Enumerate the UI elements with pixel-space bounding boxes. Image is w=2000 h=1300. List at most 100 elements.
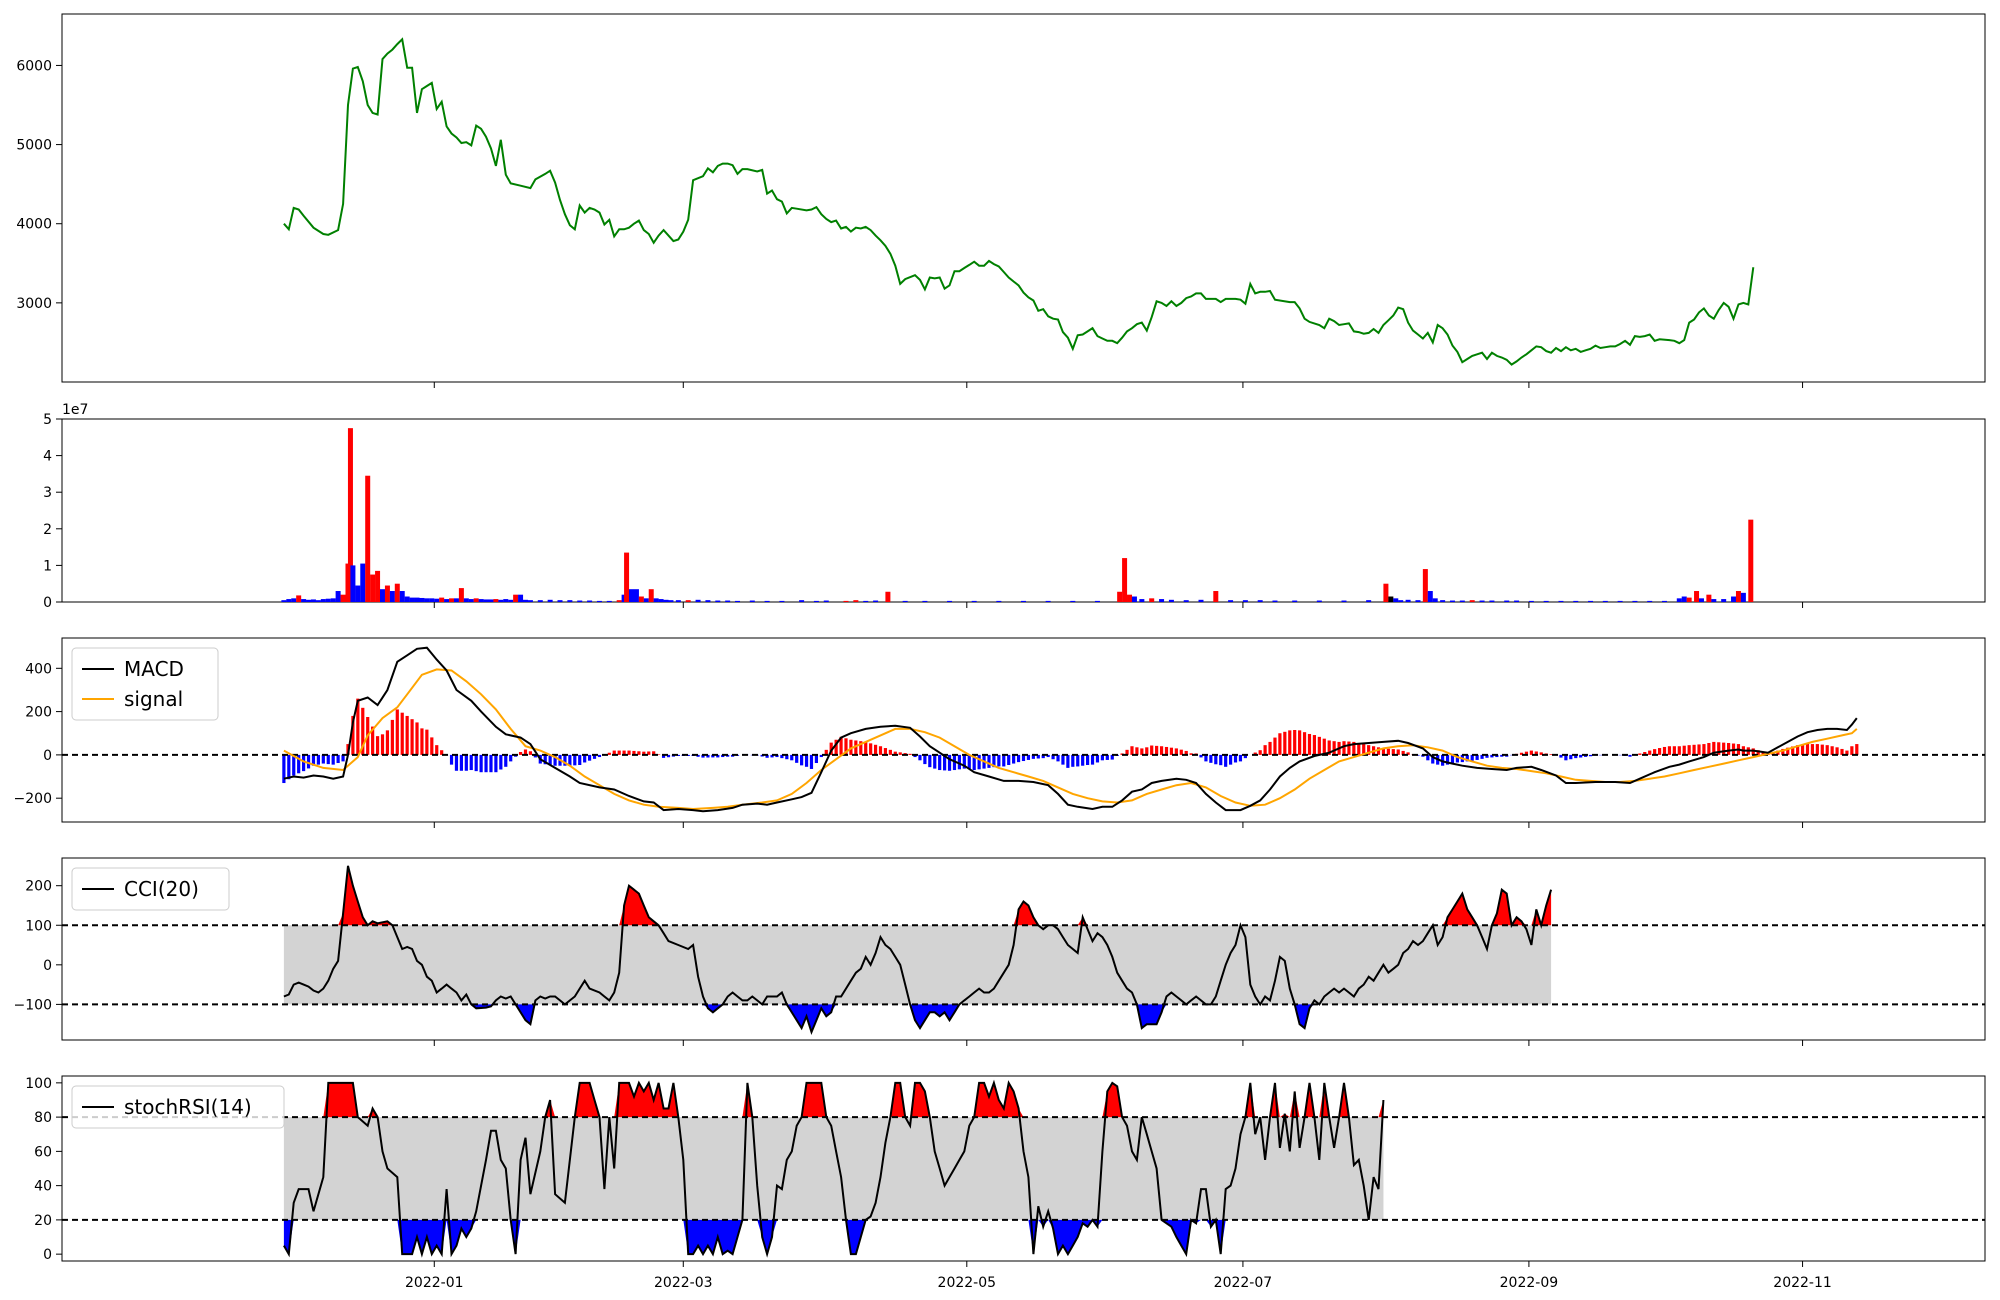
macd-histogram-bar	[1199, 754, 1203, 758]
macd-histogram-bar	[504, 754, 508, 767]
volume-bar	[301, 599, 307, 602]
macd-histogram-bar	[1130, 746, 1134, 755]
volume-bar	[1676, 598, 1682, 602]
volume-bar	[616, 600, 622, 602]
y-tick-label: 0	[43, 748, 52, 764]
volume-bar	[971, 600, 977, 602]
macd-histogram-bar	[1298, 730, 1302, 755]
macd-histogram-bar	[888, 749, 892, 755]
macd-histogram-bar	[839, 736, 843, 755]
macd-histogram-bar	[1021, 754, 1026, 762]
macd-histogram-bar	[864, 741, 868, 755]
volume-bar	[725, 600, 731, 602]
macd-histogram-bar	[573, 754, 577, 766]
macd-histogram-bar	[1283, 731, 1287, 755]
macd-histogram-bar	[800, 754, 804, 766]
macd-histogram-bar	[1810, 744, 1815, 755]
macd-histogram-bar	[430, 737, 434, 755]
macd-histogram-bar	[341, 754, 345, 762]
macd-histogram-bar	[908, 753, 912, 755]
neutral-band	[283, 1117, 1384, 1220]
macd-histogram-bar	[1381, 748, 1386, 755]
volume-bar	[675, 600, 681, 602]
macd-histogram-bar	[666, 754, 671, 758]
volume-bar	[1228, 600, 1234, 602]
volume-bar	[1366, 600, 1372, 602]
macd-histogram-bar	[1071, 754, 1075, 767]
macd-histogram-bar	[592, 754, 597, 759]
volume-bar	[508, 599, 514, 602]
panel-frame	[61, 857, 1986, 1041]
macd-histogram-bar	[933, 754, 937, 769]
volume-bar	[296, 595, 302, 602]
macd-histogram-bar	[405, 715, 409, 755]
volume-bar	[1198, 599, 1204, 602]
volume-bar	[518, 594, 524, 602]
macd-histogram-bar	[1258, 750, 1262, 755]
y-tick-label: 200	[25, 705, 52, 721]
volume-bar	[1573, 600, 1579, 602]
volume-bar	[1127, 594, 1133, 602]
macd-histogram-bar	[1529, 750, 1533, 755]
macd-histogram-bar	[1184, 750, 1188, 755]
macd-histogram-bar	[987, 754, 991, 768]
macd-histogram-bar	[1776, 750, 1780, 755]
macd-histogram-bar	[1155, 745, 1159, 755]
volume-bar	[1681, 596, 1687, 602]
y-tick-label: 5000	[16, 138, 52, 154]
macd-histogram-bar	[578, 754, 582, 765]
macd-histogram-bar	[1179, 749, 1183, 755]
macd-histogram-bar	[1125, 749, 1129, 755]
volume-bar	[360, 563, 366, 602]
volume-bar	[325, 598, 331, 602]
panel-price: 3000 4000 5000 6000	[16, 13, 1986, 388]
macd-histogram-bar	[1643, 752, 1647, 755]
volume-bar	[419, 597, 425, 602]
macd-histogram-bar	[622, 750, 626, 755]
volume-bar	[1272, 600, 1278, 602]
volume-bar	[587, 600, 593, 602]
macd-histogram-bar	[1253, 752, 1257, 755]
macd-histogram-bar	[1095, 754, 1100, 763]
y-tick-label: 0	[43, 958, 52, 974]
volume-bar	[853, 600, 859, 602]
macd-histogram-bar	[1263, 745, 1267, 755]
macd-histogram-bar	[1672, 746, 1676, 755]
x-tick-label: 2022-11	[1773, 1275, 1832, 1291]
volume-bar	[330, 598, 336, 602]
x-tick-label: 2022-03	[654, 1275, 713, 1291]
macd-histogram-bar	[1667, 746, 1672, 755]
macd-histogram-bar	[1046, 754, 1050, 758]
macd-histogram-bar	[632, 750, 636, 755]
macd-histogram-bar	[292, 754, 296, 776]
macd-histogram-bar	[883, 748, 888, 755]
panel-cci: −100 0 100 200 CCI(20)	[14, 857, 1986, 1046]
macd-histogram-bar	[928, 754, 932, 768]
volume-bar	[1341, 600, 1347, 602]
volume-bar	[1731, 596, 1737, 602]
macd-line	[283, 646, 1858, 813]
macd-histogram-bar	[809, 754, 814, 769]
macd-histogram-bar	[1653, 749, 1657, 755]
macd-histogram-bar	[878, 746, 883, 755]
macd-histogram-bar	[1786, 747, 1790, 755]
macd-histogram-bar	[336, 754, 340, 764]
macd-histogram-bar	[316, 754, 320, 765]
volume-bar	[1706, 594, 1712, 602]
macd-histogram-bar	[1534, 751, 1538, 755]
macd-histogram-bar	[499, 754, 503, 770]
volume-bar	[444, 599, 450, 602]
volume-bar	[779, 600, 785, 602]
macd-histogram-bar	[1519, 752, 1524, 755]
volume-bar	[409, 597, 415, 602]
volume-bar	[1489, 600, 1495, 602]
panel-frame	[61, 1075, 1986, 1262]
y-tick-label: 400	[25, 661, 52, 677]
macd-histogram-bar	[1791, 746, 1795, 755]
macd-histogram-bar	[647, 751, 651, 755]
macd-histogram-bar	[326, 754, 330, 765]
macd-histogram-bar	[795, 754, 799, 763]
macd-histogram-bar	[1145, 747, 1149, 755]
macd-histogram-bar	[1756, 750, 1760, 755]
macd-histogram-bar	[1722, 742, 1726, 755]
